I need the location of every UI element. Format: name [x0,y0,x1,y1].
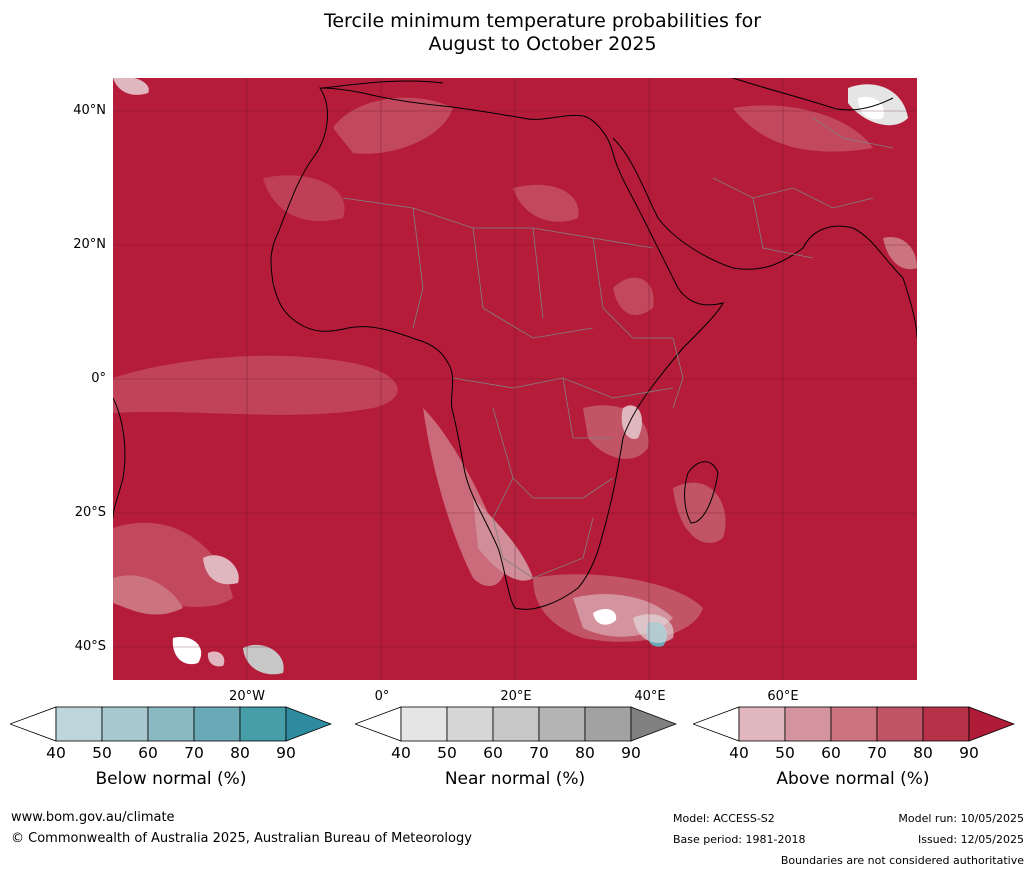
title-line-2: August to October 2025 [428,33,657,55]
colorbar-near-segment-3 [492,706,540,742]
colorbar-near-label: Near normal (%) [444,769,586,789]
colorbar-near-tick: 50 [437,744,457,762]
colorbar-below-tick: 60 [138,744,158,762]
boundaries-disclaimer: Boundaries are not considered authoritat… [780,854,1024,867]
lat-label-40n: 40°N [73,103,106,118]
map-canvas [113,78,917,680]
colorbar-below-tick: 80 [230,744,250,762]
colorbar-near-segment-1 [400,706,448,742]
colorbar-near-tick: 90 [621,744,641,762]
issued-date: Issued: 12/05/2025 [917,833,1024,846]
colorbar-below-tick: 70 [184,744,204,762]
lon-label-20w: 20°W [229,689,265,704]
lat-label-20n: 20°N [73,237,106,252]
lon-label-20e: 20°E [500,689,532,704]
colorbar-near-tick: 80 [575,744,595,762]
colorbar-below-segment-5 [239,706,287,742]
colorbar-above-tick: 50 [775,744,795,762]
colorbar-below-segment-0 [10,706,57,742]
colorbar-above-tick: 80 [913,744,933,762]
colorbar-above-normal [693,706,1015,742]
model-run-date: Model run: 10/05/2025 [898,812,1024,825]
colorbar-near-normal [355,706,677,742]
lat-label-equator: 0° [91,371,106,386]
colorbar-below-label: Below normal (%) [95,769,247,789]
colorbar-near-segment-4 [538,706,586,742]
colorbar-above-segment-6 [968,706,1015,742]
colorbar-below-segment-1 [55,706,103,742]
colorbar-near-segment-2 [446,706,494,742]
colorbar-above-segment-0 [693,706,740,742]
colorbar-above-segment-3 [830,706,878,742]
colorbar-below-tick: 90 [276,744,296,762]
lat-label-40s: 40°S [74,639,106,654]
probability-map [113,78,917,680]
country-borders [342,117,894,579]
colorbar-near-segment-6 [630,706,677,742]
map-title: Tercile minimum temperature probabilitie… [0,10,1035,56]
website-link[interactable]: www.bom.gov.au/climate [11,810,175,825]
colorbar-below-segment-3 [147,706,195,742]
colorbar-above-segment-5 [922,706,970,742]
lon-label-60e: 60°E [767,689,799,704]
colorbar-above-segment-4 [876,706,924,742]
colorbar-above-segment-1 [738,706,786,742]
colorbar-near-tick: 70 [529,744,549,762]
colorbar-above-label: Above normal (%) [776,769,930,789]
graticule [113,78,917,680]
model-name: Model: ACCESS-S2 [673,812,775,825]
colorbar-below-normal [10,706,332,742]
colorbar-above-tick: 90 [959,744,979,762]
lon-label-0: 0° [374,689,390,704]
colorbar-below-tick: 50 [92,744,112,762]
copyright-text: © Commonwealth of Australia 2025, Austra… [11,831,472,846]
coastlines [113,78,917,610]
colorbar-below-segment-2 [101,706,149,742]
colorbar-above-tick: 70 [867,744,887,762]
colorbar-above-tick: 40 [729,744,749,762]
colorbar-near-segment-5 [584,706,632,742]
title-line-1: Tercile minimum temperature probabilitie… [323,10,762,32]
colorbar-above-tick: 60 [821,744,841,762]
lon-label-40e: 40°E [634,689,666,704]
colorbar-near-tick: 60 [483,744,503,762]
base-period: Base period: 1981-2018 [673,833,806,846]
colorbar-below-segment-6 [285,706,332,742]
colorbar-above-segment-2 [784,706,832,742]
probability-patches [113,78,917,675]
colorbar-near-tick: 40 [391,744,411,762]
lat-label-20s: 20°S [74,505,106,520]
colorbar-below-tick: 40 [46,744,66,762]
colorbar-below-segment-4 [193,706,241,742]
colorbar-near-segment-0 [355,706,402,742]
